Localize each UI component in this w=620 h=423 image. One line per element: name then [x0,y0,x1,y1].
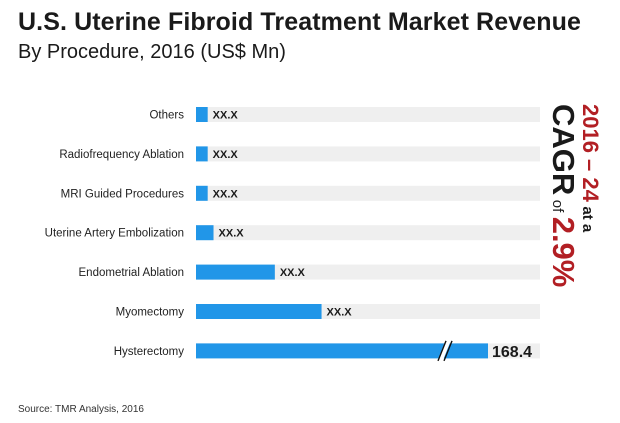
bar [196,264,275,280]
cagr-at-text: at a [579,206,596,233]
axis-break-gap [437,339,451,362]
bar [196,225,214,241]
chart-title: U.S. Uterine Fibroid Treatment Market Re… [18,8,581,36]
data-label: XX.X [280,267,306,279]
bar [196,107,208,122]
bar [196,185,208,201]
cagr-value: 2.9% [546,216,581,288]
cagr-callout: 2016 – 24 at a CAGR of 2.9% [539,104,620,354]
data-label: XX.X [213,149,239,161]
category-label: MRI Guided Procedures [61,188,185,200]
bar-chart: Others XX.X Radiofrequency Ablation XX.X MRI… [45,107,540,362]
category-label: Hysterectomy [114,346,185,358]
category-label: Myomectomy [116,307,185,319]
data-label: XX.X [213,188,239,200]
bar-track [196,107,540,122]
axis-break-mark [437,340,447,362]
category-label: Endometrial Ablation [79,267,184,279]
cagr-years: 2016 – 24 [578,104,603,202]
category-label: Uterine Artery Embolization [45,228,184,240]
bar [196,304,322,319]
source-note: Source: TMR Analysis, 2016 [18,404,144,415]
bar-track [196,225,540,241]
bar [196,343,488,359]
data-label: 168.4 [492,344,532,361]
bar-track [196,185,540,201]
bar-track [196,264,540,280]
bar-track [196,146,540,162]
cagr-label: CAGR [546,104,581,196]
cagr-of-text: of [549,199,566,213]
chart-subtitle: By Procedure, 2016 (US$ Mn) [18,41,286,63]
data-label: XX.X [219,228,245,240]
bar [196,146,208,162]
category-label: Radiofrequency Ablation [59,149,184,161]
axis-break-mark [443,340,453,362]
data-label: XX.X [327,307,353,319]
category-label: Others [149,110,184,122]
data-label: XX.X [213,110,239,122]
